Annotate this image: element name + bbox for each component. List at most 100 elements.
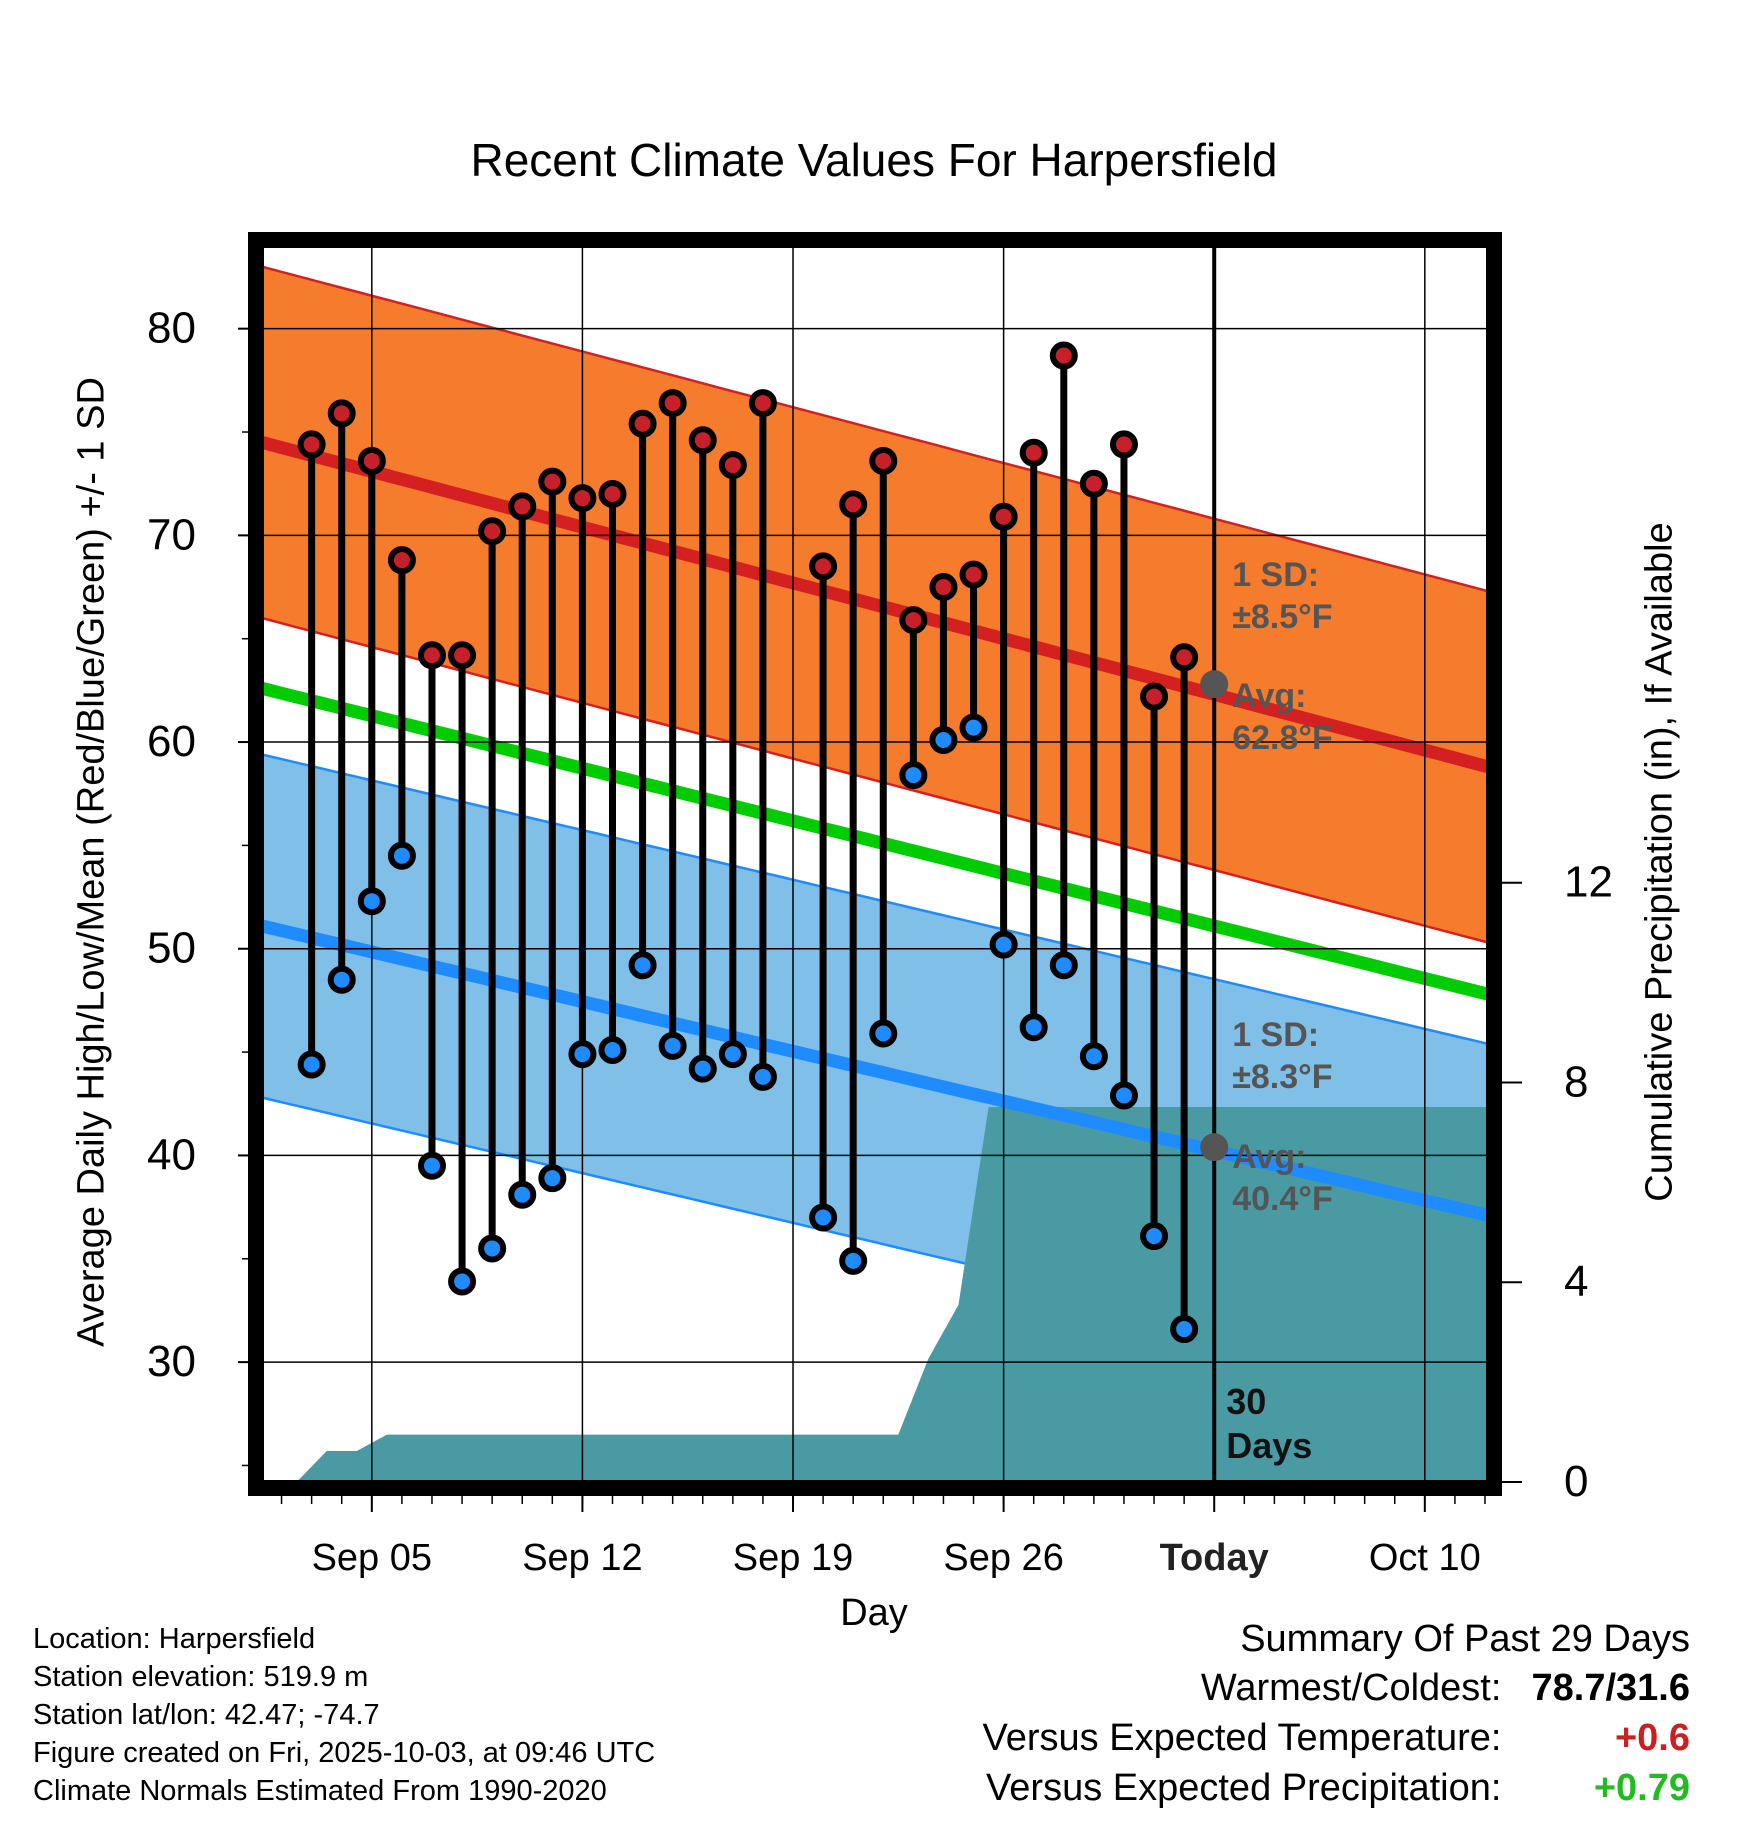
high-temp-dot	[869, 446, 898, 475]
high-temp-dot	[357, 446, 386, 475]
y-tick-label-80: 80	[147, 304, 196, 353]
high-band-upper-edge	[261, 265, 1489, 593]
x-tick-label-3: Sep 05	[312, 1537, 432, 1579]
low-temp-dot	[508, 1180, 537, 1209]
low-sd-value: ±8.3°F	[1232, 1058, 1332, 1096]
chart-title: Recent Climate Values For Harpersfield	[470, 134, 1278, 186]
y2-tick-label-12: 12	[1564, 858, 1613, 907]
low-temp-dot	[869, 1019, 898, 1048]
summary-heading: Summary Of Past 29 Days	[1240, 1618, 1690, 1660]
low-avg-value: 40.4°F	[1232, 1180, 1333, 1218]
high-avg-label: Avg:	[1232, 677, 1306, 715]
low-temp-dot	[1019, 1013, 1048, 1042]
low-temp-dot	[718, 1040, 747, 1069]
high-temp-dot	[989, 502, 1018, 531]
high-avg-today-marker	[1200, 670, 1229, 699]
precip-label: Versus Expected Precipitation:	[986, 1767, 1502, 1809]
info-normals: Climate Normals Estimated From 1990-2020	[33, 1775, 607, 1807]
high-temp-dot	[839, 490, 868, 519]
summary-temperature: Versus Expected Temperature: +0.6	[983, 1717, 1690, 1760]
high-band-lower-edge	[261, 616, 1489, 944]
high-temp-dot	[387, 546, 416, 575]
high-temp-dot	[538, 467, 567, 496]
info-latlon: Station lat/lon: 42.47; -74.7	[33, 1699, 380, 1731]
high-temp-dot	[748, 389, 777, 418]
info-location: Location: Harpersfield	[33, 1623, 316, 1655]
low-temp-dot	[959, 713, 988, 742]
low-temp-dot	[327, 965, 356, 994]
info-elevation: Station elevation: 519.9 m	[33, 1661, 369, 1693]
high-temp-dot	[478, 517, 507, 546]
normal-high-line	[260, 436, 1490, 774]
low-temp-dot	[357, 887, 386, 916]
low-sd-label: 1 SD:	[1232, 1016, 1319, 1054]
high-temp-dot	[1049, 341, 1078, 370]
y-tick-label-50: 50	[147, 924, 196, 973]
plot-frame	[248, 232, 1502, 1496]
summary-warmest-coldest: Warmest/Coldest: 78.7/31.6	[1201, 1667, 1690, 1710]
low-band-upper-edge	[261, 753, 1489, 1046]
x-tick-label-31: Today	[1160, 1537, 1269, 1579]
low-temp-dot	[839, 1246, 868, 1275]
high-temp-dot	[327, 399, 356, 428]
high-temp-dot	[628, 409, 657, 438]
x-axis-label: Day	[840, 1592, 908, 1634]
normal-low-line	[260, 919, 1490, 1222]
y2-axis-label: Cumulative Precipitation (in), If Availa…	[1638, 522, 1681, 1202]
normal-mean-line	[260, 681, 1490, 1001]
high-temp-dot	[417, 641, 446, 670]
high-temp-dot	[1079, 469, 1108, 498]
low-temp-dot	[387, 841, 416, 870]
x-tick-label-38: Oct 10	[1369, 1537, 1481, 1579]
low-temp-dot	[688, 1054, 717, 1083]
high-temp-dot	[899, 606, 928, 635]
today-days-count: 30	[1226, 1381, 1266, 1422]
info-created: Figure created on Fri, 2025-10-03, at 09…	[33, 1737, 656, 1769]
low-temp-dot	[658, 1031, 687, 1060]
low-temp-dot	[899, 761, 928, 790]
low-temp-dot	[929, 725, 958, 754]
summary-precipitation: Versus Expected Precipitation: +0.79	[986, 1767, 1690, 1810]
y2-tick-label-8: 8	[1564, 1057, 1588, 1106]
y-tick-label-40: 40	[147, 1130, 196, 1179]
high-temp-dot	[598, 480, 627, 509]
low-temp-dot	[628, 951, 657, 980]
high-temp-dot	[718, 451, 747, 480]
low-temp-dot	[989, 930, 1018, 959]
low-temp-dot	[1140, 1222, 1169, 1251]
y-tick-label-70: 70	[147, 510, 196, 559]
low-temp-dot	[748, 1062, 777, 1091]
precipitation-area	[296, 1107, 1488, 1482]
low-temp-dot	[297, 1050, 326, 1079]
low-temp-dot	[448, 1267, 477, 1296]
high-temp-dot	[508, 492, 537, 521]
y2-tick-label-4: 4	[1564, 1257, 1588, 1306]
high-temp-dot	[568, 484, 597, 513]
low-temp-dot	[538, 1164, 567, 1193]
high-temp-dot	[929, 573, 958, 602]
high-temp-dot	[448, 641, 477, 670]
high-sd-value: ±8.5°F	[1232, 598, 1332, 636]
warmest-coldest-value: 78.7/31.6	[1531, 1667, 1690, 1709]
high-temp-dot	[688, 426, 717, 455]
high-temp-dot	[809, 552, 838, 581]
low-temp-dot	[598, 1036, 627, 1065]
low-avg-label: Avg:	[1232, 1138, 1306, 1176]
low-temp-dot	[809, 1203, 838, 1232]
high-temp-dot	[1140, 682, 1169, 711]
low-temp-dot	[1170, 1315, 1199, 1344]
high-sd-label: 1 SD:	[1232, 556, 1319, 594]
high-temp-dot	[1170, 643, 1199, 672]
high-avg-value: 62.8°F	[1232, 719, 1333, 757]
temp-value: +0.6	[1614, 1717, 1690, 1759]
x-tick-label-10: Sep 12	[522, 1537, 642, 1579]
temp-label: Versus Expected Temperature:	[982, 1717, 1502, 1759]
low-temp-dot	[1079, 1042, 1108, 1071]
high-temp-dot	[658, 389, 687, 418]
high-temp-dot	[1019, 438, 1048, 467]
high-temp-dot	[297, 430, 326, 459]
low-temp-dot	[568, 1040, 597, 1069]
today-days-label: Days	[1226, 1425, 1312, 1466]
x-tick-label-17: Sep 19	[733, 1537, 853, 1579]
